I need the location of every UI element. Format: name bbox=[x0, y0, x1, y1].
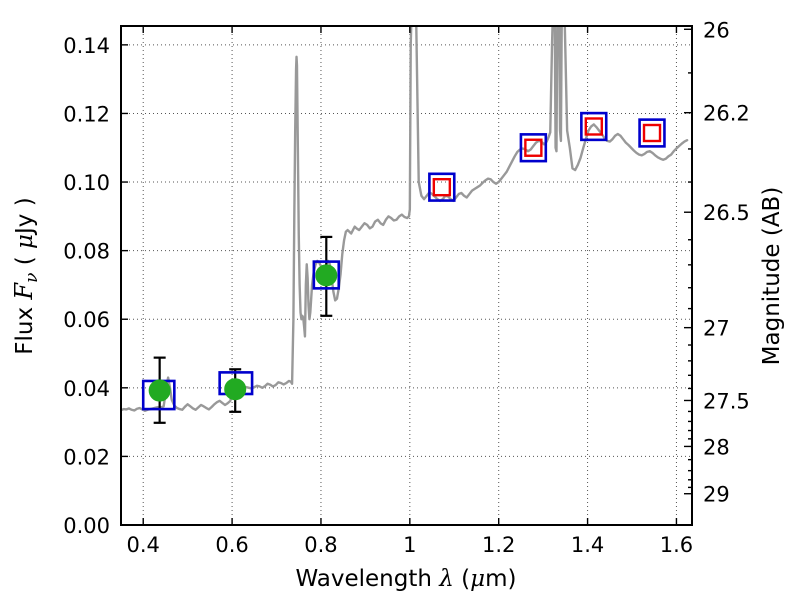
y-tick-label-right: 26 bbox=[703, 18, 730, 42]
y-tick-label-left: 0.00 bbox=[63, 514, 110, 538]
y-axis-label-left: Flux Fν ( μJy ) bbox=[10, 197, 42, 354]
tick-labels: 0.4 0.6 0.8 1 1.2 1.4 1.6 0.00 0.02 0.04 0.06 0.08 0… bbox=[63, 18, 750, 557]
green-circle-marker bbox=[148, 379, 171, 402]
green-circle-marker bbox=[224, 378, 247, 401]
red-square-marker bbox=[432, 177, 452, 197]
filter-box bbox=[519, 133, 548, 163]
red-square-marker bbox=[584, 117, 603, 136]
filter-box bbox=[312, 260, 341, 290]
y-tick-label-right: 29 bbox=[703, 483, 730, 507]
x-tick-label: 1.6 bbox=[660, 533, 693, 557]
y-tick-label-right: 26.5 bbox=[703, 201, 750, 225]
y-tick-label-right: 27.5 bbox=[703, 389, 750, 413]
x-axis-label: Wavelength λ (μm) bbox=[296, 566, 517, 592]
red-square-marker bbox=[642, 123, 662, 143]
observed-data-points bbox=[141, 111, 666, 424]
x-tick-label: 0.4 bbox=[127, 533, 160, 557]
y-tick-label-left: 0.02 bbox=[63, 445, 110, 469]
x-tick-label: 0.8 bbox=[304, 533, 337, 557]
y-tick-label-left: 0.10 bbox=[63, 171, 110, 195]
plot-area-background bbox=[121, 26, 692, 525]
data-point-v-band bbox=[218, 368, 254, 413]
y-tick-label-left: 0.08 bbox=[63, 240, 110, 264]
data-point-i-band bbox=[312, 235, 341, 317]
y-tick-label-left: 0.14 bbox=[63, 34, 110, 58]
x-tick-label: 0.6 bbox=[215, 533, 248, 557]
y-tick-label-left: 0.06 bbox=[63, 308, 110, 332]
filter-box bbox=[428, 172, 456, 202]
filter-box bbox=[638, 118, 666, 148]
data-point-y-band bbox=[428, 172, 456, 202]
y-tick-label-left: 0.12 bbox=[63, 102, 110, 126]
data-point-h-band bbox=[580, 111, 608, 142]
x-tick-label: 1 bbox=[403, 533, 416, 557]
y-axis-label-right: Magnitude (AB) bbox=[759, 187, 785, 366]
y-tick-label-left: 0.04 bbox=[63, 377, 110, 401]
red-square-marker bbox=[524, 138, 543, 157]
data-point-k-band bbox=[638, 118, 666, 148]
y-tick-label-right: 27 bbox=[703, 317, 730, 341]
y-tick-label-right: 26.2 bbox=[703, 102, 750, 126]
green-circle-marker bbox=[315, 264, 338, 287]
data-point-b-band bbox=[141, 356, 176, 424]
axes-frame bbox=[120, 25, 693, 526]
x-tick-label: 1.2 bbox=[482, 533, 515, 557]
model-spectrum-line bbox=[121, 26, 689, 412]
x-tick-label: 1.4 bbox=[571, 533, 604, 557]
data-point-j-band bbox=[519, 133, 548, 163]
tick-marks bbox=[121, 26, 692, 526]
y-tick-label-right: 28 bbox=[703, 435, 730, 459]
filter-box bbox=[580, 111, 608, 142]
